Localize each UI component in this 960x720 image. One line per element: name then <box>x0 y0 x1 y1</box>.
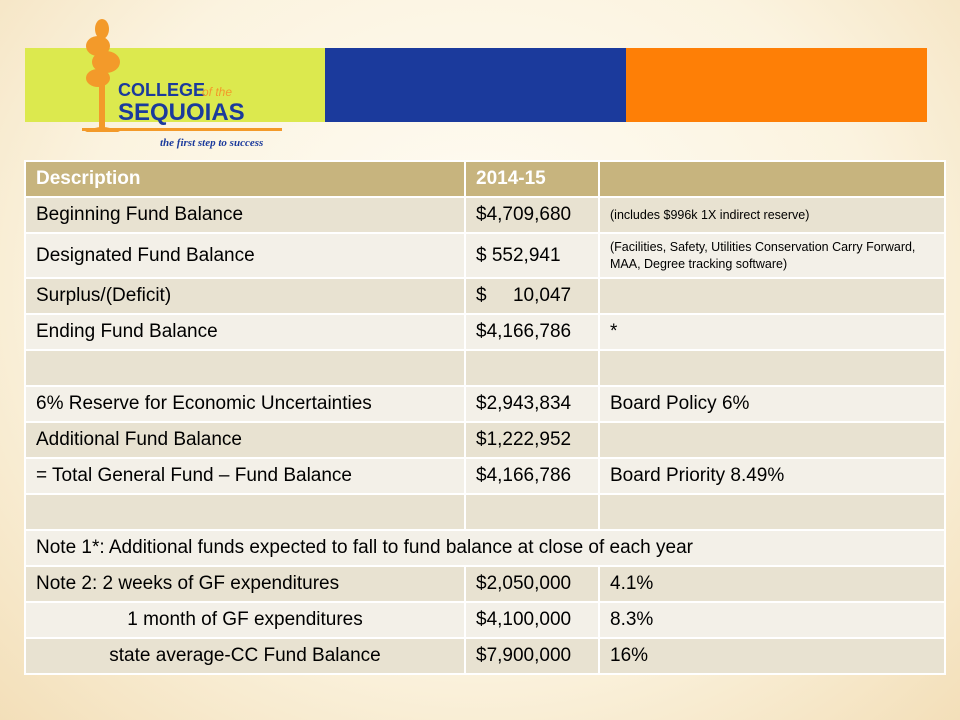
table-cell: Surplus/(Deficit) <box>24 277 466 315</box>
table-cell: = Total General Fund – Fund Balance <box>24 457 466 495</box>
table-cell: Note 2: 2 weeks of GF expenditures <box>24 565 466 603</box>
table-row: Ending Fund Balance $4,166,786 * <box>24 313 946 351</box>
table-cell: Board Priority 8.49% <box>598 457 946 495</box>
table-row: 1 month of GF expenditures $4,100,000 8.3% <box>24 601 946 639</box>
banner <box>25 48 927 122</box>
logo-line1b: of the <box>202 85 232 99</box>
table-cell <box>24 493 466 531</box>
table-cell: 16% <box>598 637 946 675</box>
table-cell: Board Policy 6% <box>598 385 946 423</box>
logo-line1: COLLEGE <box>118 80 205 100</box>
table-cell: state average-CC Fund Balance <box>24 637 466 675</box>
table-cell <box>464 349 600 387</box>
table-cell: 8.3% <box>598 601 946 639</box>
table-row <box>24 493 946 531</box>
table-row: Note 1*: Additional funds expected to fa… <box>24 529 946 567</box>
logo-tagline: the first step to success <box>160 137 263 149</box>
table-row: Additional Fund Balance $1,222,952 <box>24 421 946 459</box>
table-cell: Designated Fund Balance <box>24 232 466 279</box>
table-cell: Additional Fund Balance <box>24 421 466 459</box>
table-row: Designated Fund Balance $ 552,941 (Facilit… <box>24 232 946 279</box>
table-cell: $4,709,680 <box>464 196 600 234</box>
table-cell: 4.1% <box>598 565 946 603</box>
table-cell <box>24 349 466 387</box>
logo-line2: SEQUOIAS <box>118 99 245 126</box>
table-row: state average-CC Fund Balance $7,900,000 1… <box>24 637 946 675</box>
header-row: Description 2014-15 <box>24 160 946 198</box>
table-row: 6% Reserve for Economic Uncertainties $2,… <box>24 385 946 423</box>
table-row: Surplus/(Deficit) $ 10,047 <box>24 277 946 315</box>
table-row: = Total General Fund – Fund Balance $4,16… <box>24 457 946 495</box>
logo: COLLEGE of the SEQUOIAS the first step t… <box>82 19 282 149</box>
table-cell <box>464 493 600 531</box>
header-cell <box>598 160 946 198</box>
table-cell: $ 10,047 <box>464 277 600 315</box>
table-cell <box>598 421 946 459</box>
table-cell: $4,100,000 <box>464 601 600 639</box>
table-cell: $2,050,000 <box>464 565 600 603</box>
table-cell: $1,222,952 <box>464 421 600 459</box>
table-cell: 1 month of GF expenditures <box>24 601 466 639</box>
table-row <box>24 349 946 387</box>
table-cell: (Facilities, Safety, Utilities Conservat… <box>598 232 946 279</box>
table-cell: * <box>598 313 946 351</box>
fund-table: Description 2014-15 Beginning Fund Balan… <box>24 160 946 675</box>
banner-orange <box>626 48 927 122</box>
header-cell: Description <box>24 160 466 198</box>
table-cell <box>598 349 946 387</box>
tree <box>82 19 282 132</box>
table-cell: $ 552,941 <box>464 232 600 279</box>
table-cell: $4,166,786 <box>464 457 600 495</box>
table-row: Beginning Fund Balance $4,709,680 (include… <box>24 196 946 234</box>
banner-blue <box>325 48 626 122</box>
table-cell: 6% Reserve for Economic Uncertainties <box>24 385 466 423</box>
table-cell: (includes $996k 1X indirect reserve) <box>598 196 946 234</box>
table-cell: Note 1*: Additional funds expected to fa… <box>24 529 946 567</box>
table-cell <box>598 493 946 531</box>
table-cell: $7,900,000 <box>464 637 600 675</box>
table-cell: Beginning Fund Balance <box>24 196 466 234</box>
header-cell: 2014-15 <box>464 160 600 198</box>
table-row: Note 2: 2 weeks of GF expenditures $2,050… <box>24 565 946 603</box>
table-cell: Ending Fund Balance <box>24 313 466 351</box>
table-cell: $2,943,834 <box>464 385 600 423</box>
table-cell: $4,166,786 <box>464 313 600 351</box>
banner-green <box>25 48 325 122</box>
table-cell <box>598 277 946 315</box>
